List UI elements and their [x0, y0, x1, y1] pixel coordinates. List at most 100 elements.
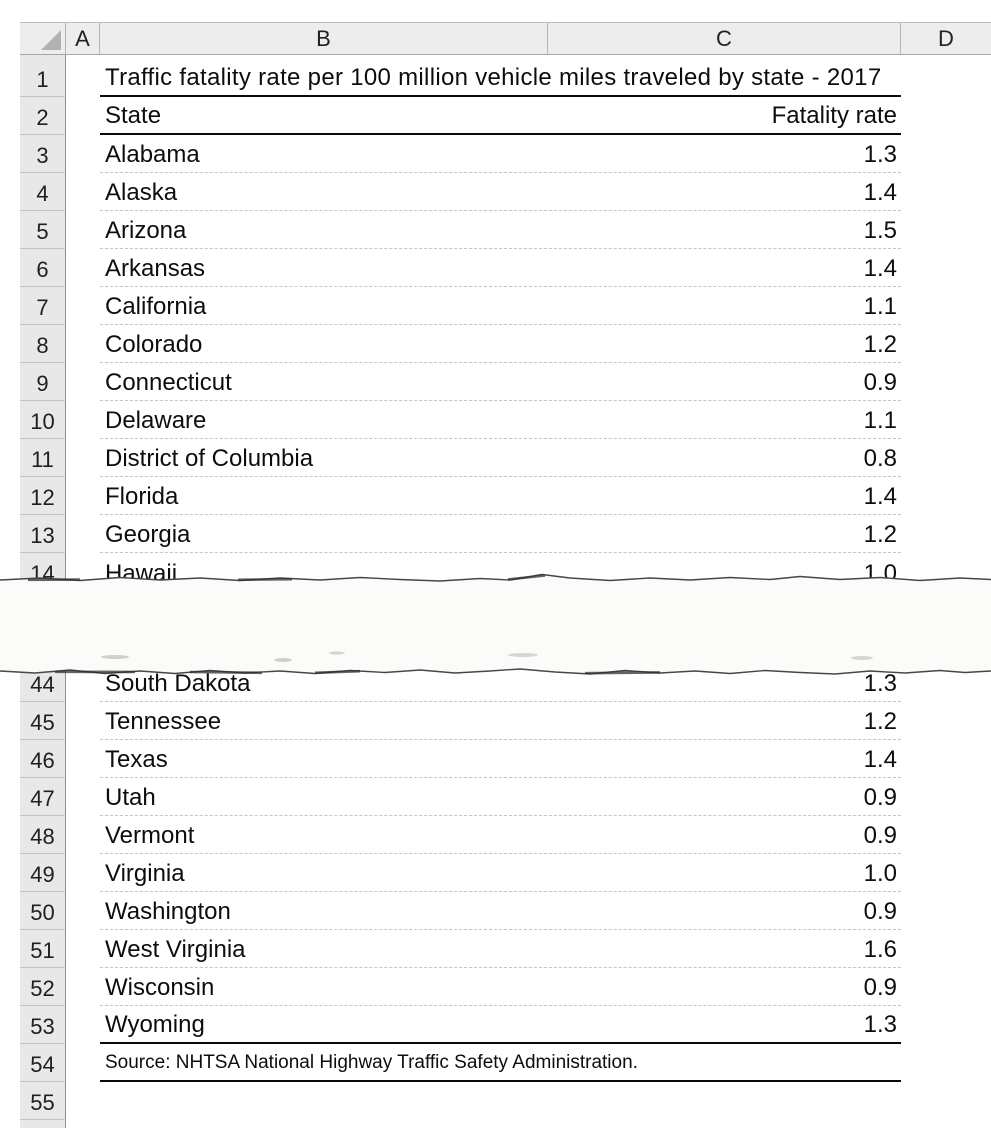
rate-cell[interactable]: 1.4 — [863, 178, 897, 206]
state-cell[interactable]: Utah — [105, 783, 156, 811]
cell-a-empty[interactable] — [66, 439, 100, 477]
cell-a-empty[interactable] — [66, 930, 100, 968]
cell-d-empty[interactable] — [901, 97, 991, 135]
cell-a-empty[interactable] — [66, 854, 100, 892]
cell-d-empty[interactable] — [901, 325, 991, 363]
cell-d-empty[interactable] — [901, 55, 991, 97]
row-number[interactable]: 13 — [20, 515, 66, 553]
cell-a-empty[interactable] — [66, 816, 100, 854]
rate-cell[interactable]: 1.3 — [863, 1010, 897, 1038]
cell-d-empty[interactable] — [901, 1082, 991, 1120]
state-cell[interactable]: West Virginia — [105, 935, 246, 963]
cell-a-empty[interactable] — [66, 249, 100, 287]
row-number[interactable]: 4 — [20, 173, 66, 211]
row-number[interactable]: 50 — [20, 892, 66, 930]
cell-a-empty[interactable] — [66, 740, 100, 778]
state-cell[interactable]: Texas — [105, 745, 168, 773]
cell-a-empty[interactable] — [66, 892, 100, 930]
cell-a-empty[interactable] — [66, 1082, 100, 1120]
state-cell[interactable]: Florida — [105, 482, 179, 510]
select-all-corner[interactable] — [20, 23, 66, 54]
cell-a-empty[interactable] — [66, 778, 100, 816]
row-number[interactable]: 44 — [20, 664, 66, 702]
row-number[interactable]: 14 — [20, 553, 66, 591]
state-cell[interactable]: Alaska — [105, 178, 178, 206]
rate-cell[interactable]: 1.4 — [863, 482, 897, 510]
rate-column-label[interactable]: Fatality rate — [771, 101, 897, 129]
row-number[interactable]: 48 — [20, 816, 66, 854]
cell-d-empty[interactable] — [901, 477, 991, 515]
state-cell[interactable]: Washington — [105, 897, 231, 925]
column-header-d[interactable]: D — [938, 26, 954, 51]
cell-d-empty[interactable] — [901, 173, 991, 211]
row-number[interactable]: 1 — [20, 55, 66, 97]
cell-a-empty[interactable] — [66, 401, 100, 439]
row-number[interactable]: 51 — [20, 930, 66, 968]
cell-d-empty[interactable] — [901, 287, 991, 325]
cell-a-empty[interactable] — [66, 515, 100, 553]
rate-cell[interactable]: 1.4 — [863, 745, 897, 773]
rate-cell[interactable]: 1.1 — [863, 406, 897, 434]
row-number[interactable]: 5 — [20, 211, 66, 249]
rate-cell[interactable]: 1.0 — [863, 559, 897, 587]
row-number[interactable]: 54 — [20, 1044, 66, 1082]
column-header-c[interactable]: C — [548, 23, 901, 54]
row-number[interactable]: 6 — [20, 249, 66, 287]
cell-a-empty[interactable] — [66, 968, 100, 1006]
cell-d-empty[interactable] — [901, 854, 991, 892]
cell-d-empty[interactable] — [901, 702, 991, 740]
cell-d-empty[interactable] — [901, 968, 991, 1006]
cell-a-empty[interactable] — [66, 553, 100, 591]
cell-a-empty[interactable] — [66, 325, 100, 363]
cell-a-empty[interactable] — [66, 1044, 100, 1082]
state-cell[interactable]: South Dakota — [105, 669, 251, 697]
cell-d-empty[interactable] — [901, 439, 991, 477]
row-number[interactable]: 46 — [20, 740, 66, 778]
cell-a-empty[interactable] — [66, 287, 100, 325]
row-number[interactable]: 45 — [20, 702, 66, 740]
rate-cell[interactable]: 1.6 — [863, 935, 897, 963]
cell-d-empty[interactable] — [901, 1044, 991, 1082]
cell-d-empty[interactable] — [901, 363, 991, 401]
cell-a-empty[interactable] — [66, 135, 100, 173]
state-cell[interactable]: Connecticut — [105, 368, 232, 396]
rate-cell[interactable]: 1.3 — [863, 669, 897, 697]
row-number[interactable] — [20, 1120, 66, 1128]
state-cell[interactable]: Tennessee — [105, 707, 222, 735]
state-cell[interactable]: California — [105, 292, 207, 320]
row-number[interactable]: 53 — [20, 1006, 66, 1044]
state-cell[interactable]: Virginia — [105, 859, 185, 887]
row-number[interactable]: 3 — [20, 135, 66, 173]
cell-a-empty[interactable] — [66, 1006, 100, 1044]
row-number[interactable]: 11 — [20, 439, 66, 477]
cell-d-empty[interactable] — [901, 740, 991, 778]
row-number[interactable]: 2 — [20, 97, 66, 135]
state-cell[interactable]: Hawaii — [105, 559, 178, 587]
sheet-title[interactable]: Traffic fatality rate per 100 million ve… — [105, 63, 882, 91]
cell-a-empty[interactable] — [66, 173, 100, 211]
column-header-a[interactable]: A — [66, 23, 100, 54]
row-number[interactable]: 47 — [20, 778, 66, 816]
cell-a-empty[interactable] — [66, 97, 100, 135]
cell-d-empty[interactable] — [901, 553, 991, 591]
state-cell[interactable]: Colorado — [105, 330, 203, 358]
cell-d-empty[interactable] — [901, 816, 991, 854]
state-cell[interactable]: Arizona — [105, 216, 187, 244]
rate-cell[interactable]: 0.9 — [863, 973, 897, 1001]
row-number[interactable]: 9 — [20, 363, 66, 401]
state-column-label[interactable]: State — [105, 101, 162, 129]
cell-d-empty[interactable] — [901, 778, 991, 816]
rate-cell[interactable]: 0.9 — [863, 368, 897, 396]
cell-a-empty[interactable] — [66, 477, 100, 515]
cell-a-empty[interactable] — [66, 55, 100, 97]
rate-cell[interactable]: 1.1 — [863, 292, 897, 320]
cell-d-empty[interactable] — [901, 930, 991, 968]
row-number[interactable]: 12 — [20, 477, 66, 515]
cell-d-empty[interactable] — [901, 892, 991, 930]
state-cell[interactable]: Delaware — [105, 406, 207, 434]
rate-cell[interactable]: 1.5 — [863, 216, 897, 244]
cell-d-empty[interactable] — [901, 211, 991, 249]
cell-d-empty[interactable] — [901, 401, 991, 439]
cell-d-empty[interactable] — [901, 515, 991, 553]
source-note[interactable]: Source: NHTSA National Highway Traffic S… — [105, 1052, 638, 1074]
